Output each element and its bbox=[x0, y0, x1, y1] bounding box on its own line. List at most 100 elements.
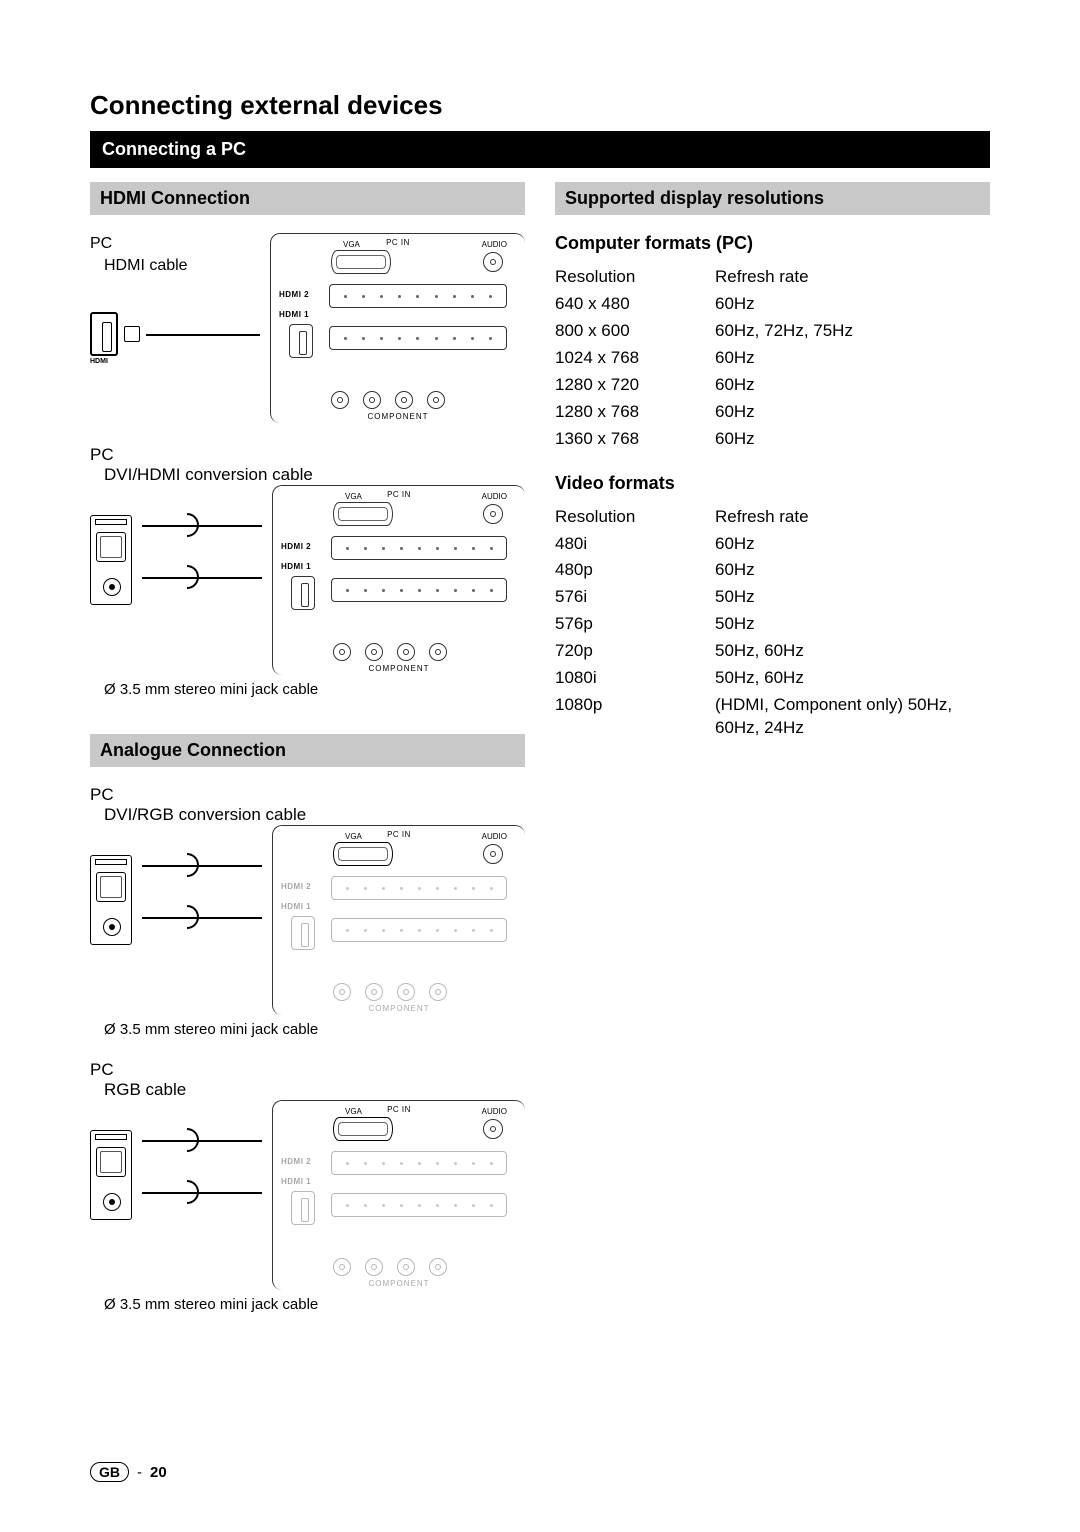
hdmi-tag: HDMI bbox=[90, 357, 108, 366]
table-cell-rate: 60Hz bbox=[715, 559, 990, 582]
table-cell-rate: 60Hz, 72Hz, 75Hz bbox=[715, 320, 990, 343]
table-header-resolution: Resolution bbox=[555, 266, 715, 289]
table-cell-rate: 60Hz bbox=[715, 347, 990, 370]
rca-icon bbox=[333, 643, 351, 661]
rca-icon bbox=[333, 1258, 351, 1276]
pc-in-label: PC IN bbox=[387, 1105, 411, 1114]
tv-back-panel: PC IN VGA AUDIO HDMI 2 HDMI 1 COMPONENT bbox=[270, 233, 525, 423]
cable-squiggle-icon bbox=[187, 1180, 199, 1204]
region-badge: GB bbox=[90, 1462, 129, 1482]
scart-port-icon bbox=[331, 578, 507, 602]
vga-port-icon bbox=[333, 502, 393, 526]
cable-line bbox=[142, 577, 262, 579]
usb-slot-icon bbox=[291, 916, 315, 950]
vga-port-icon bbox=[333, 1117, 393, 1141]
tv-back-panel: PC IN VGA AUDIO HDMI 2 HDMI 1 COMPONENT bbox=[272, 485, 525, 675]
table-cell-resolution: 480p bbox=[555, 559, 715, 582]
heading-computer-formats: Computer formats (PC) bbox=[555, 233, 990, 254]
pc-device-icon bbox=[90, 1130, 132, 1220]
heading-video-formats: Video formats bbox=[555, 473, 990, 494]
diagram-dvi-hdmi: PC DVI/HDMI conversion cable PC IN VGA A… bbox=[90, 445, 525, 698]
rca-icon bbox=[365, 983, 383, 1001]
connector-icon bbox=[124, 326, 140, 342]
heading-supported-resolutions: Supported display resolutions bbox=[555, 182, 990, 215]
scart-port-icon bbox=[329, 326, 507, 350]
page-number: 20 bbox=[150, 1464, 167, 1481]
jack-cable-note: Ø 3.5 mm stereo mini jack cable bbox=[90, 1021, 525, 1038]
table-header-resolution: Resolution bbox=[555, 506, 715, 529]
audio-jack-icon bbox=[483, 252, 503, 272]
table-cell-rate: 60Hz bbox=[715, 401, 990, 424]
table-header-rate: Refresh rate bbox=[715, 266, 990, 289]
hdmi1-label: HDMI 1 bbox=[281, 1177, 311, 1186]
hdmi2-label: HDMI 2 bbox=[279, 290, 309, 299]
cable-line bbox=[142, 1192, 262, 1194]
page-title: Connecting external devices bbox=[90, 90, 990, 121]
table-header-rate: Refresh rate bbox=[715, 506, 990, 529]
section-bar-connecting-pc: Connecting a PC bbox=[90, 131, 990, 168]
vga-port-icon bbox=[333, 842, 393, 866]
table-cell-resolution: 720p bbox=[555, 640, 715, 663]
pc-in-label: PC IN bbox=[387, 490, 411, 499]
hdmi1-label: HDMI 1 bbox=[281, 902, 311, 911]
table-cell-resolution: 1280 x 720 bbox=[555, 374, 715, 397]
vga-label: VGA bbox=[343, 240, 360, 249]
table-cell-rate: 50Hz, 60Hz bbox=[715, 640, 990, 663]
component-label: COMPONENT bbox=[369, 664, 430, 673]
audio-label: AUDIO bbox=[482, 240, 507, 249]
cable-line bbox=[142, 865, 262, 867]
cable-line bbox=[142, 525, 262, 527]
footer-dash: - bbox=[137, 1464, 142, 1481]
table-cell-resolution: 640 x 480 bbox=[555, 293, 715, 316]
component-row bbox=[331, 391, 505, 409]
audio-label: AUDIO bbox=[482, 1107, 507, 1116]
cable-squiggle-icon bbox=[187, 513, 199, 537]
heading-hdmi-connection: HDMI Connection bbox=[90, 182, 525, 215]
rca-icon bbox=[333, 983, 351, 1001]
dvi-hdmi-cable-label: DVI/HDMI conversion cable bbox=[90, 465, 525, 485]
pc-label: PC bbox=[90, 1060, 525, 1080]
cable-squiggle-icon bbox=[187, 1128, 199, 1152]
jack-cable-note: Ø 3.5 mm stereo mini jack cable bbox=[90, 681, 525, 698]
hdmi2-label: HDMI 2 bbox=[281, 1157, 311, 1166]
audio-jack-icon bbox=[483, 844, 503, 864]
table-cell-rate: 60Hz bbox=[715, 374, 990, 397]
hdmi2-port-icon bbox=[331, 876, 507, 900]
rca-icon bbox=[429, 643, 447, 661]
table-cell-rate: (HDMI, Component only) 50Hz, 60Hz, 24Hz bbox=[715, 694, 990, 740]
hdmi-cable-label: HDMI cable bbox=[90, 255, 260, 277]
table-cell-resolution: 1080i bbox=[555, 667, 715, 690]
pc-in-label: PC IN bbox=[387, 830, 411, 839]
right-column: Supported display resolutions Computer f… bbox=[555, 182, 990, 1335]
component-label: COMPONENT bbox=[369, 1004, 430, 1013]
rca-icon bbox=[365, 643, 383, 661]
rca-icon bbox=[429, 1258, 447, 1276]
tv-back-panel: PC IN VGA AUDIO HDMI 2 HDMI 1 COMPONENT bbox=[272, 825, 525, 1015]
computer-formats-table: Resolution Refresh rate 640 x 48060Hz800… bbox=[555, 266, 990, 451]
page-footer: GB - 20 bbox=[90, 1462, 167, 1482]
hdmi-plug-icon: HDMI bbox=[90, 312, 118, 356]
table-cell-resolution: 480i bbox=[555, 533, 715, 556]
cable-line bbox=[142, 1140, 262, 1142]
pc-in-label: PC IN bbox=[386, 238, 410, 247]
scart-port-icon bbox=[331, 1193, 507, 1217]
rca-icon bbox=[331, 391, 349, 409]
cable-line bbox=[142, 917, 262, 919]
hdmi1-label: HDMI 1 bbox=[279, 310, 309, 319]
left-column: HDMI Connection PC HDMI cable HDMI PC IN… bbox=[90, 182, 525, 1335]
hdmi2-port-icon bbox=[331, 1151, 507, 1175]
vga-label: VGA bbox=[345, 832, 362, 841]
usb-slot-icon bbox=[291, 576, 315, 610]
table-cell-rate: 60Hz bbox=[715, 533, 990, 556]
cable-squiggle-icon bbox=[187, 565, 199, 589]
table-cell-resolution: 1080p bbox=[555, 694, 715, 740]
hdmi2-port-icon bbox=[331, 536, 507, 560]
component-row bbox=[333, 983, 505, 1001]
table-cell-rate: 50Hz bbox=[715, 613, 990, 636]
rca-icon bbox=[395, 391, 413, 409]
diagram-dvi-rgb: PC DVI/RGB conversion cable PC IN VGA AU… bbox=[90, 785, 525, 1038]
pc-device-icon bbox=[90, 515, 132, 605]
audio-jack-icon bbox=[483, 504, 503, 524]
vga-port-icon bbox=[331, 250, 391, 274]
diagram-hdmi-cable: PC HDMI cable HDMI PC IN VGA AUDIO HDMI … bbox=[90, 233, 525, 423]
